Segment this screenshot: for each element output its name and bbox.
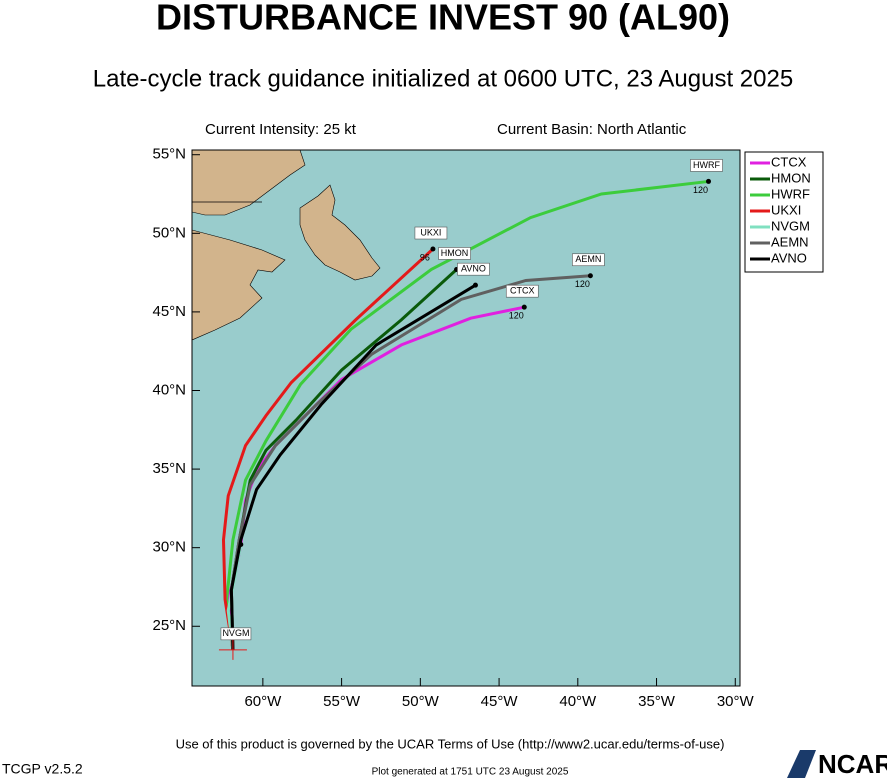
subtitle: Late-cycle track guidance initialized at… bbox=[93, 65, 793, 92]
track-end bbox=[430, 246, 436, 252]
hour-label: 120 bbox=[575, 279, 590, 289]
legend-label: AEMN bbox=[771, 234, 809, 249]
hour-label: 120 bbox=[693, 185, 708, 195]
hour-label: 120 bbox=[509, 311, 524, 321]
legend-label: CTCX bbox=[771, 154, 807, 169]
legend-label: NVGM bbox=[771, 218, 810, 233]
legend-label: AVNO bbox=[771, 250, 807, 265]
maritimes bbox=[192, 229, 286, 341]
track-label: UKXI bbox=[420, 227, 441, 237]
track-label: HWRF bbox=[693, 160, 720, 170]
x-tick-label: 60°W bbox=[244, 693, 282, 710]
track-label-box bbox=[505, 284, 539, 298]
x-tick-label: 30°W bbox=[717, 693, 755, 710]
labrador bbox=[192, 150, 306, 216]
y-tick-label: 35°N bbox=[152, 460, 186, 477]
track-label: NVGM bbox=[222, 628, 249, 638]
track-end bbox=[521, 304, 527, 310]
x-tick-label: 35°W bbox=[638, 693, 676, 710]
track-end bbox=[587, 273, 593, 279]
track-end bbox=[706, 178, 712, 184]
ocean bbox=[192, 150, 740, 686]
y-tick-label: 50°N bbox=[152, 224, 186, 241]
version: TCGP v2.5.2 bbox=[2, 761, 83, 777]
terms: Use of this product is governed by the U… bbox=[176, 736, 725, 751]
basin: Current Basin: North Atlantic bbox=[497, 121, 687, 138]
y-tick-label: 30°N bbox=[152, 539, 186, 556]
y-tick-label: 55°N bbox=[152, 146, 186, 163]
generated: Plot generated at 1751 UTC 23 August 202… bbox=[372, 767, 569, 778]
track bbox=[229, 283, 477, 650]
track-label: AVNO bbox=[461, 264, 486, 274]
x-tick-label: 50°W bbox=[402, 693, 440, 710]
land bbox=[192, 150, 381, 341]
logo: NCAR bbox=[818, 749, 887, 779]
track bbox=[225, 179, 709, 651]
x-tick-label: 55°W bbox=[323, 693, 361, 710]
legend-label: UKXI bbox=[771, 202, 801, 217]
track-label: AEMN bbox=[575, 254, 601, 264]
track-label-box bbox=[414, 226, 448, 240]
logo-mark bbox=[787, 750, 816, 778]
tracks bbox=[221, 178, 712, 651]
track-label-box bbox=[220, 627, 252, 641]
legend-label: HMON bbox=[771, 170, 811, 185]
hour-label: 96 bbox=[420, 252, 430, 262]
track-label: HMON bbox=[441, 248, 469, 258]
track bbox=[221, 247, 434, 651]
legend-label: HWRF bbox=[771, 186, 810, 201]
track-label-box bbox=[690, 159, 723, 172]
plot-frame bbox=[191, 149, 741, 687]
title: DISTURBANCE INVEST 90 (AL90) bbox=[156, 0, 730, 38]
newfoundland bbox=[299, 184, 381, 281]
track-label-box bbox=[457, 262, 490, 276]
y-tick-label: 25°N bbox=[152, 617, 186, 634]
track-end bbox=[472, 282, 478, 288]
current-position bbox=[218, 639, 247, 660]
intensity: Current Intensity: 25 kt bbox=[205, 121, 357, 138]
track-label-box bbox=[438, 247, 471, 260]
x-tick-label: 45°W bbox=[481, 693, 519, 710]
track-label-box bbox=[572, 253, 605, 267]
x-tick-label: 40°W bbox=[559, 693, 597, 710]
track-label: CTCX bbox=[510, 286, 535, 296]
y-tick-label: 45°N bbox=[152, 303, 186, 320]
y-tick-label: 40°N bbox=[152, 381, 186, 398]
